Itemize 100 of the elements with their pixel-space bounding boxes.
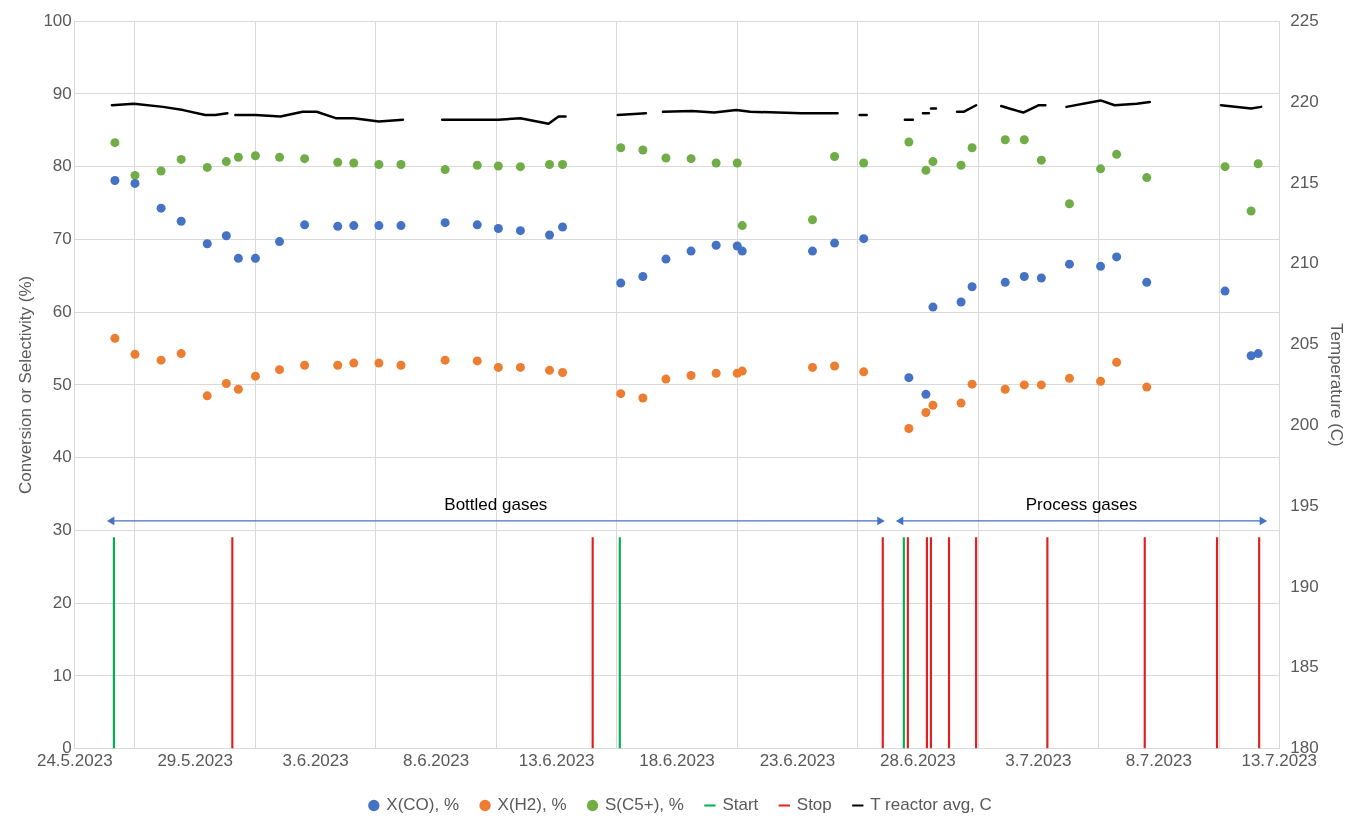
point xyxy=(176,216,186,226)
point xyxy=(686,246,696,256)
point xyxy=(374,221,384,231)
y2-tick-label: 190 xyxy=(1290,576,1319,596)
point xyxy=(616,278,626,288)
x-tick-label: 28.6.2023 xyxy=(880,751,956,771)
point xyxy=(1064,373,1074,383)
y-tick-label: 20 xyxy=(52,592,72,612)
point xyxy=(967,282,977,292)
point xyxy=(472,160,482,170)
point xyxy=(1142,277,1152,287)
point xyxy=(349,358,359,368)
point xyxy=(333,157,343,167)
point xyxy=(859,234,869,244)
y2-tick-label: 210 xyxy=(1290,253,1319,273)
y2-tick-label: 225 xyxy=(1290,10,1319,30)
point xyxy=(558,160,568,169)
point xyxy=(250,371,260,381)
point xyxy=(616,143,626,153)
point xyxy=(1036,380,1046,390)
point xyxy=(176,349,186,359)
point xyxy=(333,360,343,370)
point xyxy=(638,145,648,155)
point xyxy=(156,203,166,213)
point xyxy=(545,230,555,240)
point xyxy=(830,361,840,371)
point xyxy=(808,215,817,225)
point xyxy=(830,238,840,248)
point xyxy=(300,220,310,230)
point xyxy=(1096,376,1106,386)
legend-label: Stop xyxy=(796,795,832,815)
y-axis-title: Conversion or Selectivity (%) xyxy=(15,275,35,495)
point xyxy=(956,398,966,408)
point xyxy=(1112,149,1122,159)
point xyxy=(221,231,231,241)
x-tick-label: 23.6.2023 xyxy=(759,751,836,771)
x-tick-label: 3.6.2023 xyxy=(282,751,349,771)
point xyxy=(661,153,671,163)
point xyxy=(1000,135,1010,145)
annotation: Process gases xyxy=(1025,494,1138,514)
point xyxy=(110,333,120,343)
point xyxy=(1064,199,1074,209)
x-tick-label: 18.6.2023 xyxy=(639,751,715,771)
point xyxy=(333,221,343,231)
y-tick-label: 60 xyxy=(52,301,72,321)
point xyxy=(1112,357,1122,367)
point xyxy=(558,368,568,378)
point xyxy=(928,157,938,167)
point xyxy=(440,218,450,228)
point xyxy=(732,158,742,168)
point xyxy=(221,378,231,388)
point xyxy=(661,254,671,264)
point xyxy=(711,240,721,250)
point xyxy=(737,366,747,376)
y-tick-label: 30 xyxy=(52,520,72,540)
point xyxy=(661,374,671,384)
point xyxy=(515,226,525,236)
y2-tick-label: 220 xyxy=(1290,91,1319,111)
point xyxy=(711,368,721,378)
point xyxy=(830,152,840,161)
point xyxy=(110,176,120,185)
point xyxy=(1019,272,1029,282)
point xyxy=(1019,135,1029,145)
y-tick-label: 10 xyxy=(52,665,72,685)
point xyxy=(202,391,212,401)
annotation: Bottled gases xyxy=(444,494,548,514)
point xyxy=(250,253,260,263)
point xyxy=(545,365,555,375)
point xyxy=(233,152,243,162)
point xyxy=(545,160,555,169)
point xyxy=(737,221,747,231)
point xyxy=(1036,273,1046,283)
point xyxy=(928,400,938,410)
point xyxy=(396,221,406,231)
point xyxy=(472,220,482,230)
point xyxy=(1253,159,1263,169)
point xyxy=(1253,349,1263,359)
y-tick-label: 90 xyxy=(52,83,72,103)
point xyxy=(275,152,285,162)
y-tick-label: 80 xyxy=(52,156,72,176)
y2-tick-label: 185 xyxy=(1290,657,1319,677)
y2-axis-title: Temperature (C) xyxy=(1327,323,1347,447)
point xyxy=(110,138,120,148)
point xyxy=(808,362,817,372)
y2-tick-label: 195 xyxy=(1290,495,1319,515)
legend-label: Start xyxy=(722,795,759,815)
point xyxy=(300,360,310,370)
point xyxy=(493,224,503,234)
point xyxy=(558,222,568,232)
point xyxy=(967,379,977,389)
y-tick-label: 100 xyxy=(43,10,72,30)
point xyxy=(233,253,243,263)
point xyxy=(130,178,140,188)
point xyxy=(638,272,648,282)
legend-label: T reactor avg, C xyxy=(870,795,992,815)
point xyxy=(956,297,966,307)
point xyxy=(233,384,243,394)
point xyxy=(904,137,914,147)
point xyxy=(440,165,450,175)
point xyxy=(1036,155,1046,165)
